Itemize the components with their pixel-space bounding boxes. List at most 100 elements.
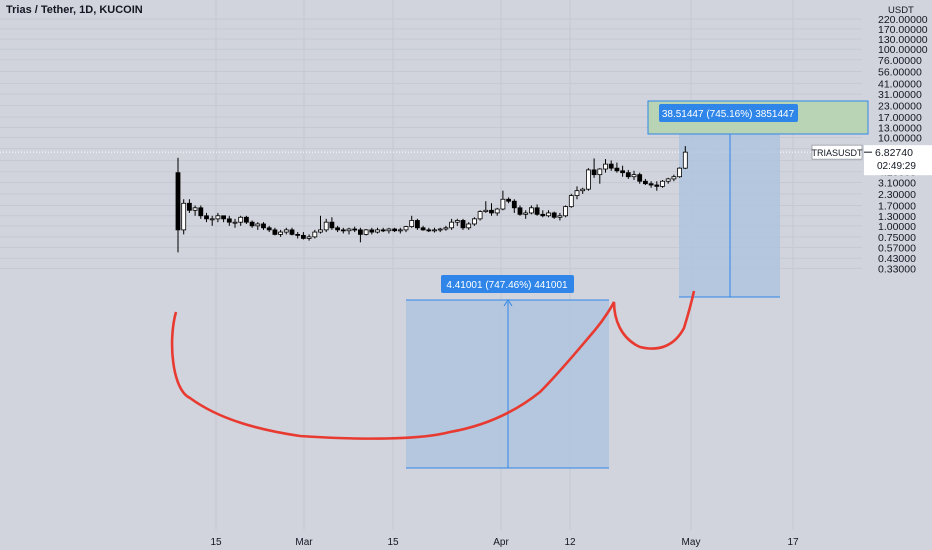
chart-title: Trias / Tether, 1D, KUCOIN <box>6 4 143 16</box>
candle <box>500 190 506 211</box>
candle-body <box>660 180 665 187</box>
candle <box>568 193 574 208</box>
candle-body <box>682 151 688 169</box>
candle-body <box>278 231 284 235</box>
candle <box>335 225 341 233</box>
price-tick-label: 3.10000 <box>878 177 916 189</box>
price-tag-value: 6.82740 <box>875 147 913 159</box>
candle-body <box>238 216 244 223</box>
candle <box>665 177 671 184</box>
price-tick-label: 41.00000 <box>878 78 922 90</box>
candle <box>352 226 358 233</box>
candle-body <box>517 207 523 215</box>
price-tick-label: 0.57000 <box>878 242 916 254</box>
candle-body <box>671 176 677 180</box>
candle <box>449 218 455 230</box>
candle-body <box>489 209 494 214</box>
price-axis-unit: USDT <box>888 5 914 16</box>
candle-body <box>249 221 255 227</box>
measure-label-1-bg <box>441 275 574 293</box>
candle-body <box>392 228 398 232</box>
candle <box>591 158 597 178</box>
candle <box>597 168 603 184</box>
price-tick-label: 13.00000 <box>878 122 922 134</box>
rounding-bottom-curve <box>170 290 696 440</box>
candle <box>511 199 517 213</box>
measure-label-2-text: 38.51447 (745.16%) 3851447 <box>662 109 795 120</box>
candle-body <box>654 184 660 187</box>
candle-body <box>580 188 586 192</box>
candle <box>443 225 449 231</box>
candle-body <box>226 218 232 223</box>
candle <box>557 212 563 221</box>
candle-body <box>494 208 500 214</box>
candle-body <box>243 216 249 223</box>
candle <box>534 204 540 216</box>
candle-body <box>483 209 489 212</box>
candle <box>540 210 546 218</box>
candle <box>608 160 614 171</box>
candle <box>454 218 460 226</box>
candle <box>226 215 232 226</box>
candle <box>295 232 301 239</box>
candle <box>620 165 625 177</box>
candle-body <box>540 213 546 217</box>
candle <box>414 218 420 230</box>
candle <box>643 178 648 186</box>
candle-body <box>352 228 358 231</box>
price-tick-label: 10.00000 <box>878 133 922 145</box>
time-tick-label: May <box>682 537 701 548</box>
candle-body <box>329 221 335 229</box>
candle-body <box>648 183 654 186</box>
candle <box>375 227 380 234</box>
candle-body <box>625 172 631 178</box>
candle <box>289 227 295 236</box>
candle <box>494 207 500 216</box>
candle-body <box>283 229 289 233</box>
price-tick-label: 130.00000 <box>878 34 928 46</box>
candle <box>380 227 386 233</box>
candle-body <box>397 229 403 232</box>
time-tick-label: 12 <box>564 537 576 548</box>
candle-body <box>192 207 198 211</box>
candle-body <box>574 190 580 196</box>
candle <box>369 227 375 235</box>
price-tick-label: 1.30000 <box>878 211 916 223</box>
candle <box>204 212 209 223</box>
candle <box>466 222 472 230</box>
price-tag-countdown: 02:49:29 <box>877 161 916 172</box>
candle <box>506 197 512 204</box>
candle <box>529 205 534 215</box>
candle-body <box>426 229 432 232</box>
time-tick-label: 15 <box>387 537 399 548</box>
candle-body <box>454 220 460 223</box>
price-tick-label: 17.00000 <box>878 112 922 124</box>
candle-body <box>335 227 341 231</box>
candle <box>403 225 409 233</box>
candle <box>198 205 204 219</box>
candle <box>614 162 620 173</box>
candle-body <box>181 202 187 231</box>
candle <box>546 210 551 218</box>
candle-body <box>346 228 352 232</box>
price-tag-symbol: TRIASUSDT <box>811 148 863 158</box>
candle-body <box>511 200 517 209</box>
candle <box>392 227 398 233</box>
candle-body <box>620 170 625 174</box>
candle-body <box>665 178 671 182</box>
measure-labels: 4.41001 (747.46%) 441001 38.51447 (745.16… <box>441 104 798 293</box>
candle <box>346 227 352 235</box>
candle-body <box>432 229 437 232</box>
price-tick-label: 0.75000 <box>878 232 916 244</box>
candle <box>631 170 637 181</box>
candle <box>357 227 363 243</box>
price-tick-label: 170.00000 <box>878 24 928 36</box>
candle-body <box>603 163 608 170</box>
candle-body <box>409 220 415 228</box>
candle-body <box>232 221 238 224</box>
candle-body <box>386 228 392 232</box>
time-tick-label: 17 <box>787 537 799 548</box>
candle-body <box>443 227 449 230</box>
